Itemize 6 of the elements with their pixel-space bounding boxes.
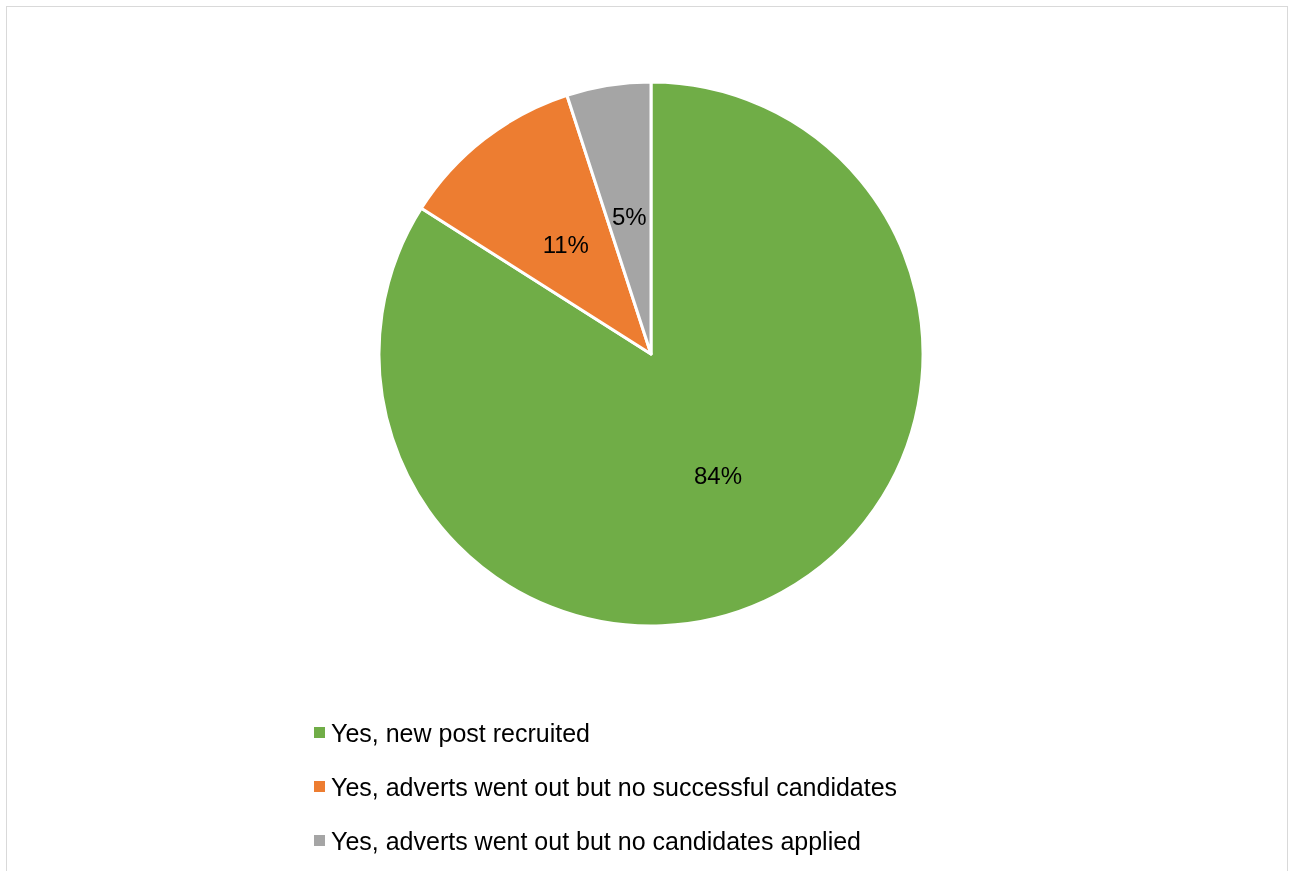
data-label: 11% bbox=[542, 230, 589, 258]
data-label: 84% bbox=[693, 462, 742, 490]
legend-label: Yes, adverts went out but no successful candidates bbox=[331, 772, 898, 801]
legend-label: Yes, adverts went out but no candidates applied bbox=[331, 826, 862, 855]
legend-label: Yes, new post recruited bbox=[331, 718, 590, 747]
data-label: 5% bbox=[611, 203, 647, 231]
